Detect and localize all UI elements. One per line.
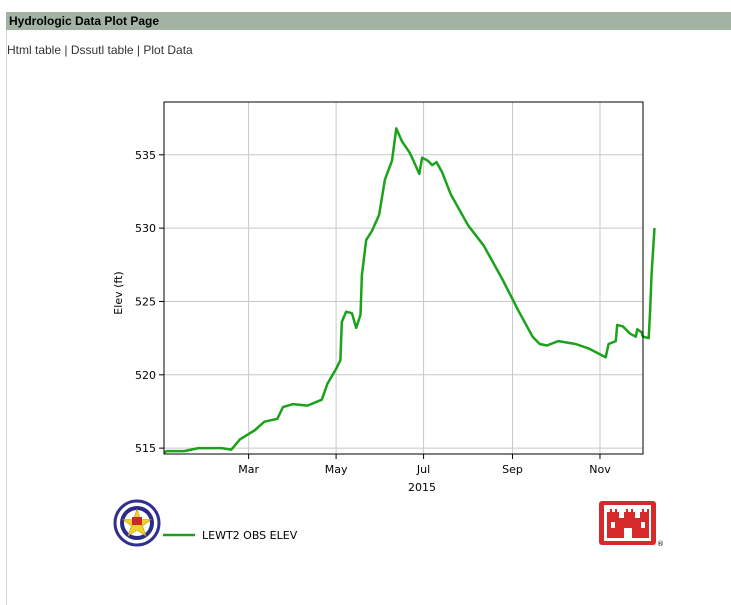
x-tick-label: Nov (589, 463, 611, 476)
html-table-link[interactable]: Html table (7, 43, 62, 57)
y-tick-label: 535 (135, 149, 156, 162)
x-tick-label: Mar (238, 463, 259, 476)
district-seal-icon (113, 499, 161, 547)
series-line-lewt2-obs-elev (163, 127, 656, 454)
grid-lines (164, 102, 643, 454)
y-axis-label: Elev (ft) (112, 271, 125, 314)
x-tick-label: Jul (416, 463, 430, 476)
x-axis-label: 2015 (408, 481, 436, 494)
axis-ticks: 515 520 525 530 535 Mar May Jul Sep Nov (135, 149, 611, 476)
y-tick-label: 530 (135, 222, 156, 235)
page-title: Hydrologic Data Plot Page (9, 14, 160, 28)
plot-area (164, 102, 643, 454)
usace-castle-icon: ® (599, 501, 664, 548)
plot-data-link[interactable]: Plot Data (143, 43, 193, 57)
y-tick-label: 525 (135, 295, 156, 308)
left-border (6, 30, 7, 605)
nav-links: Html table | Dssutl table | Plot Data (7, 43, 193, 57)
x-tick-label: Sep (502, 463, 523, 476)
y-tick-label: 515 (135, 442, 156, 455)
x-tick-label: May (325, 463, 348, 476)
nav-separator: | (64, 43, 68, 57)
y-tick-label: 520 (135, 369, 156, 382)
page-title-bar: Hydrologic Data Plot Page (6, 12, 731, 30)
plot-frame (163, 101, 644, 455)
legend-entry: LEWT2 OBS ELEV (202, 529, 298, 542)
svg-text:®: ® (657, 540, 664, 548)
nav-separator: | (136, 43, 141, 57)
dssutl-table-link[interactable]: Dssutl table (70, 43, 134, 57)
